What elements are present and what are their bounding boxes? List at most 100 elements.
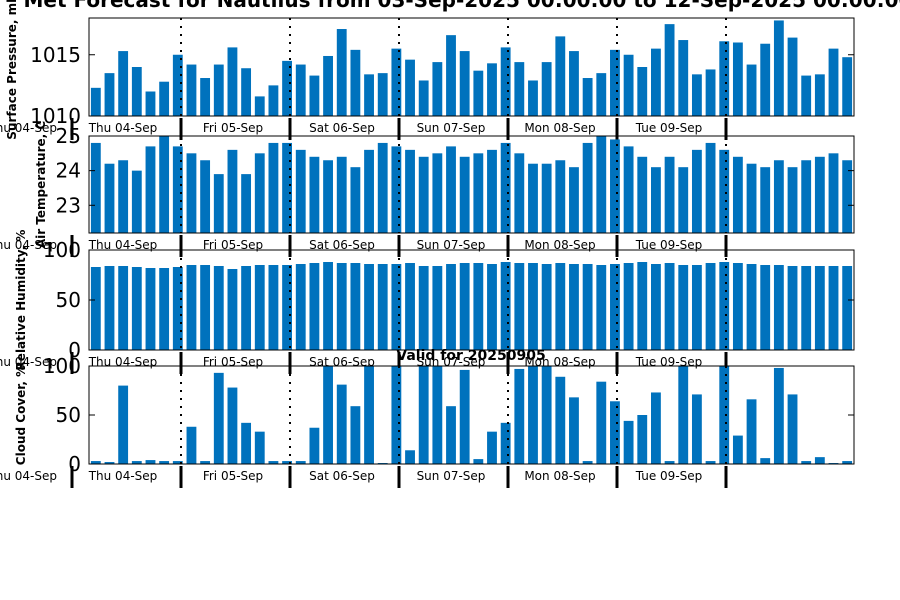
bar (651, 48, 661, 117)
bar (186, 265, 197, 350)
bar (145, 268, 156, 350)
day-label: Thu 04-Sep (88, 238, 158, 252)
bar (801, 461, 812, 464)
day-label: Mon 08-Sep (524, 238, 595, 252)
bar (309, 75, 320, 116)
day-label: Mon 08-Sep (524, 469, 595, 483)
bar (336, 29, 347, 116)
bar (582, 78, 593, 116)
bar (309, 156, 320, 233)
y-tick-label: 1015 (30, 43, 81, 67)
bar (691, 394, 702, 464)
bar (118, 51, 129, 116)
bar (500, 422, 511, 464)
bar (487, 264, 497, 350)
plot-frame (88, 17, 855, 117)
bar (118, 160, 129, 233)
bar (623, 263, 634, 350)
bar (473, 70, 484, 116)
bar (323, 160, 333, 233)
bar (487, 63, 497, 116)
bar (664, 263, 675, 350)
bar (541, 366, 552, 464)
bar (651, 392, 661, 464)
bar (90, 87, 101, 116)
bar (705, 69, 716, 116)
bar (131, 267, 142, 350)
bar (828, 266, 839, 350)
day-label: Fri 05-Sep (203, 355, 263, 369)
bar (336, 384, 347, 464)
bar (459, 369, 470, 464)
y-axis-label: Air Temperature, C (34, 121, 48, 249)
bar (241, 422, 252, 464)
bar (186, 64, 197, 116)
bar (364, 264, 374, 350)
panel-4: 0 50 100 Cloud Cover, % Valid for 20250905 Th… (0, 348, 855, 488)
bar (405, 263, 415, 350)
bar (145, 460, 156, 464)
bar (664, 461, 675, 464)
bar (705, 142, 716, 233)
bar (842, 160, 853, 233)
y-tick-label: 100 (43, 238, 81, 262)
bar (569, 51, 579, 116)
bar (555, 160, 566, 233)
bar (541, 62, 552, 116)
bar (432, 62, 443, 116)
bar (131, 67, 142, 116)
bar (213, 174, 224, 233)
chart-title: Met Forecast for Nautilus from 03-Sep-20… (24, 0, 900, 12)
bar (705, 263, 716, 350)
bar (773, 265, 784, 350)
bar (364, 74, 374, 116)
bar (254, 431, 265, 464)
bar (377, 142, 388, 233)
bar (541, 163, 552, 233)
bar (637, 415, 648, 464)
bar (405, 149, 415, 233)
bar (678, 40, 689, 116)
bar (186, 153, 197, 233)
bar (227, 269, 238, 350)
bar (582, 264, 593, 350)
bar (172, 461, 183, 464)
bar (732, 42, 743, 116)
bar (377, 264, 388, 350)
bar (801, 75, 812, 116)
day-label: Thu 04-Sep (88, 469, 158, 483)
bar (241, 266, 252, 350)
bar (118, 266, 129, 350)
bar (801, 160, 812, 233)
bar (746, 163, 757, 233)
bar (391, 48, 402, 117)
bar (350, 49, 361, 116)
bar (405, 450, 415, 464)
day-label: Thu 04-Sep (88, 355, 158, 369)
bar (200, 461, 211, 464)
bar (555, 376, 566, 464)
y-axis-label: Cloud Cover, % (14, 365, 28, 465)
bar (200, 265, 211, 350)
bar (842, 461, 853, 464)
bar (801, 266, 812, 350)
bar (787, 266, 798, 350)
bar (241, 174, 252, 233)
bar (787, 394, 798, 464)
bar (555, 36, 566, 117)
y-tick-label: 23 (56, 193, 81, 217)
bar (528, 80, 538, 116)
bar (254, 96, 265, 116)
bar (159, 461, 170, 464)
bar (227, 387, 238, 464)
bar (500, 47, 511, 116)
bar (637, 262, 648, 350)
bar (254, 265, 265, 350)
bar (336, 263, 347, 350)
bar (118, 385, 129, 464)
bar (787, 37, 798, 116)
bar (159, 136, 170, 233)
